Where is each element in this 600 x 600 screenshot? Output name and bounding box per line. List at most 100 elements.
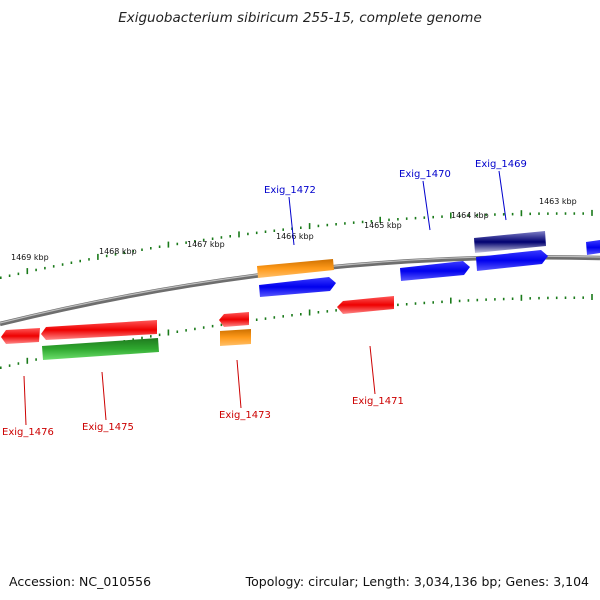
tick-mark xyxy=(520,294,523,301)
gene-arrow-exig-1469[interactable] xyxy=(476,250,548,271)
tick-mark xyxy=(44,266,46,270)
tick-mark xyxy=(538,212,540,215)
tick-mark xyxy=(467,214,470,217)
tick-mark xyxy=(176,330,179,333)
tick-mark xyxy=(511,297,514,300)
tick-mark xyxy=(326,310,329,313)
tick-mark xyxy=(379,216,381,223)
tick-mark xyxy=(26,357,29,364)
gene-arrow-orange-upper[interactable] xyxy=(257,259,334,278)
tick-mark xyxy=(397,303,399,307)
tick-mark xyxy=(229,235,231,238)
tick-mark xyxy=(564,212,567,215)
tick-mark xyxy=(247,232,249,236)
gene-arrow-exig-1471[interactable] xyxy=(337,296,394,314)
tick-mark xyxy=(370,220,373,223)
tick-mark xyxy=(158,245,161,248)
tick-mark xyxy=(582,296,584,299)
gene-label-exig-1473[interactable]: Exig_1473 xyxy=(219,410,271,421)
tick-mark xyxy=(423,301,426,305)
tick-mark xyxy=(132,338,134,341)
tick-mark xyxy=(494,213,496,216)
gene-label-exig-1471[interactable]: Exig_1471 xyxy=(352,396,404,407)
tick-mark xyxy=(555,212,558,215)
leader-line xyxy=(101,371,107,421)
gene-arrow-partial-right[interactable] xyxy=(586,240,600,255)
tick-mark xyxy=(458,299,461,303)
tick-mark xyxy=(211,324,214,328)
tick-mark xyxy=(35,268,37,272)
tick-mark xyxy=(317,224,320,228)
gene-arrow-exig-1473[interactable] xyxy=(219,312,249,327)
gene-arrow-exig-1473-rna[interactable] xyxy=(220,329,251,346)
accession-text: Accession: NC_010556 xyxy=(9,574,152,589)
tick-label: 1469 kbp xyxy=(11,253,49,262)
tick-mark xyxy=(194,240,196,243)
leader-line xyxy=(369,345,376,395)
gene-arrow-exig-1470[interactable] xyxy=(400,261,470,281)
tick-mark xyxy=(573,296,576,299)
tick-mark xyxy=(291,314,293,317)
tick-mark xyxy=(476,213,479,217)
tick-mark xyxy=(476,298,479,302)
tick-mark xyxy=(450,212,452,219)
tick-mark xyxy=(185,241,187,244)
tick-mark xyxy=(167,329,170,336)
tick-mark xyxy=(202,326,205,329)
gene-arrow-exig-1472[interactable] xyxy=(259,277,336,297)
gene-label-exig-1469[interactable]: Exig_1469 xyxy=(475,159,527,170)
tick-mark xyxy=(573,212,576,215)
tick-label: 1463 kbp xyxy=(539,197,577,206)
tick-mark xyxy=(52,265,55,268)
leader-line xyxy=(422,180,431,231)
tick-mark xyxy=(8,274,11,277)
tick-mark xyxy=(0,366,2,369)
gene-label-exig-1475[interactable]: Exig_1475 xyxy=(82,422,134,433)
gene-arrow-exig-1469-rna[interactable] xyxy=(474,231,546,253)
tick-mark xyxy=(35,358,37,361)
tick-label: 1464 kbp xyxy=(451,211,489,220)
tick-mark xyxy=(308,309,311,316)
tick-mark xyxy=(485,213,487,217)
tick-mark xyxy=(185,329,187,332)
topology-summary: Topology: circular; Length: 3,034,136 bp… xyxy=(245,574,589,589)
gene-arrow-exig-1476[interactable] xyxy=(1,328,40,344)
tick-mark xyxy=(238,231,240,238)
tick-mark xyxy=(529,212,531,216)
tick-mark xyxy=(273,316,276,319)
tick-mark xyxy=(352,221,355,224)
tick-label: 1465 kbp xyxy=(364,221,402,230)
tick-mark xyxy=(97,253,99,260)
leader-line xyxy=(236,359,242,409)
tick-mark xyxy=(17,362,20,365)
gene-label-exig-1470[interactable]: Exig_1470 xyxy=(399,169,451,180)
tick-mark xyxy=(273,229,276,232)
tick-mark xyxy=(88,258,90,261)
tick-mark xyxy=(255,318,258,321)
tick-mark xyxy=(114,253,117,256)
tick-label: 1468 kbp xyxy=(99,247,137,256)
tick-mark xyxy=(511,212,514,216)
tick-mark xyxy=(564,296,567,299)
tick-mark xyxy=(317,311,320,314)
leader-line xyxy=(498,170,507,221)
gene-arrow-exig-1475[interactable] xyxy=(41,320,157,340)
gene-arrow-exig-1475-rna[interactable] xyxy=(42,338,159,360)
tick-mark xyxy=(61,263,64,266)
tick-mark xyxy=(211,237,214,240)
tick-mark xyxy=(529,297,531,300)
tick-mark xyxy=(502,213,505,216)
tick-mark xyxy=(520,210,523,217)
tick-mark xyxy=(132,250,134,253)
gene-label-exig-1472[interactable]: Exig_1472 xyxy=(264,185,316,196)
tick-mark xyxy=(300,226,302,229)
tick-mark xyxy=(582,212,584,215)
tick-mark xyxy=(8,364,11,367)
tick-mark xyxy=(141,336,143,340)
tick-mark xyxy=(220,323,223,327)
tick-mark xyxy=(397,218,399,221)
tick-mark xyxy=(194,327,196,331)
gene-label-exig-1476[interactable]: Exig_1476 xyxy=(2,427,54,438)
tick-mark xyxy=(335,309,337,312)
